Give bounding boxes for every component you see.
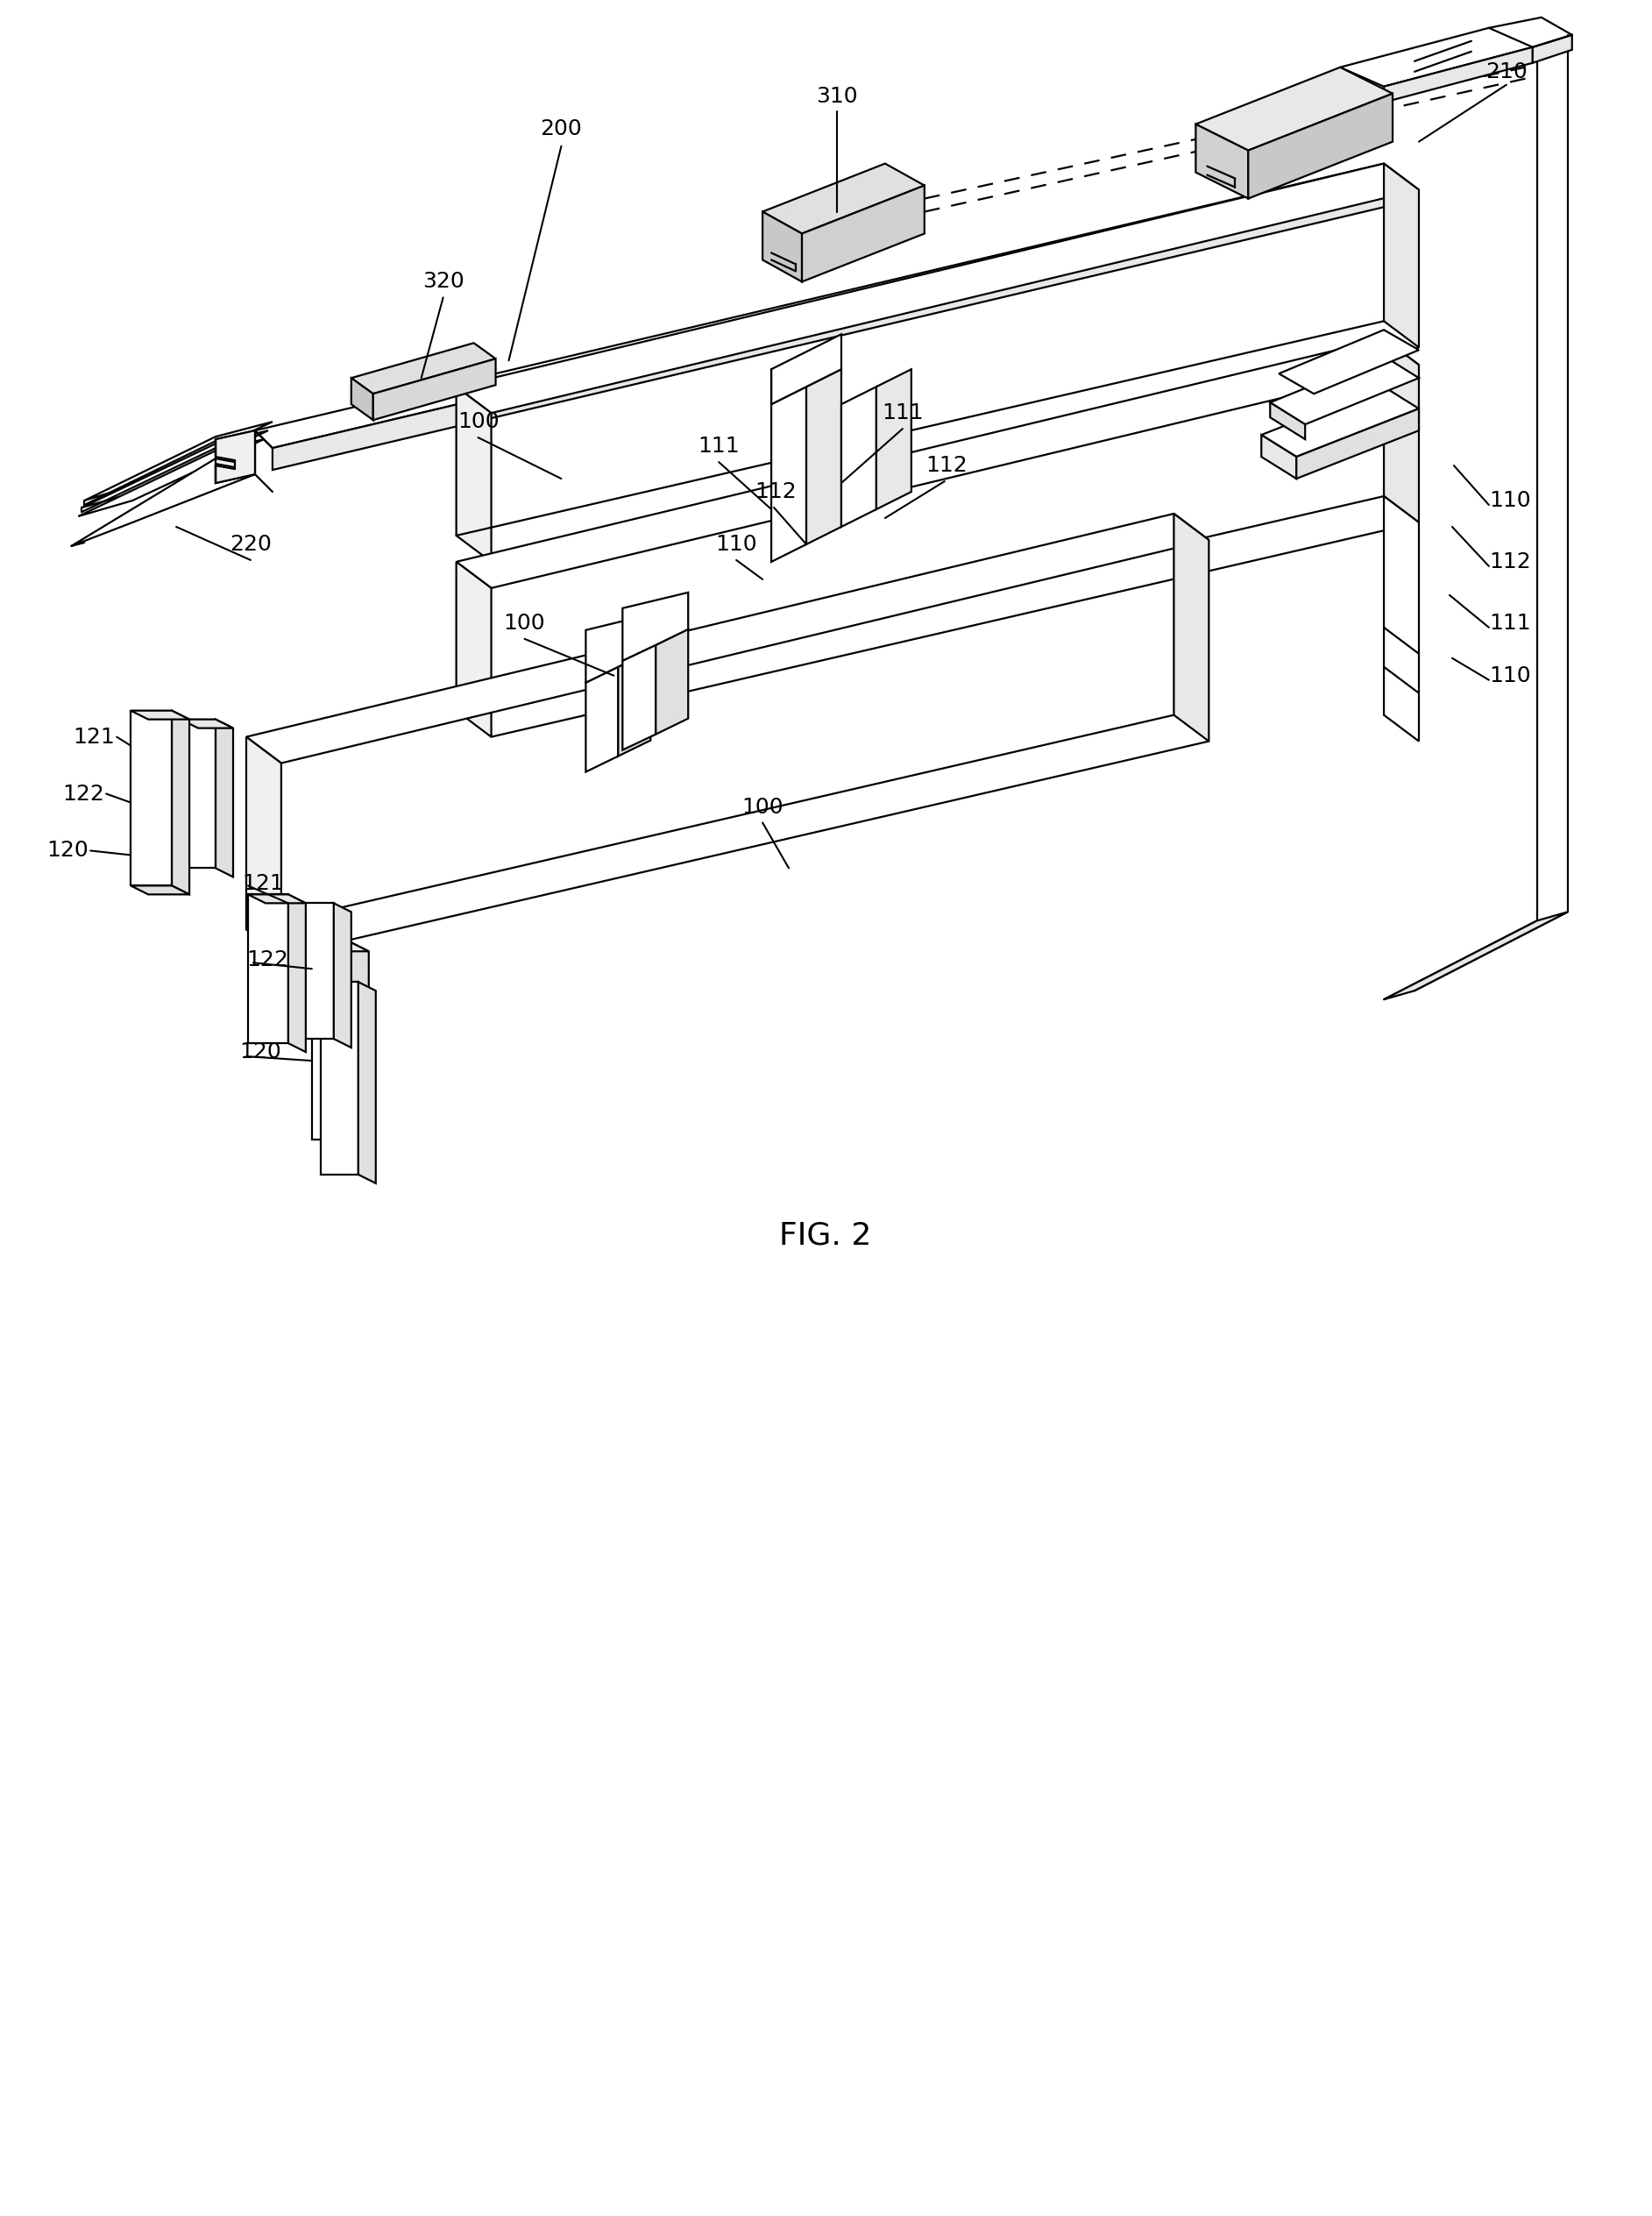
Polygon shape [373, 359, 496, 421]
Text: 310: 310 [816, 86, 857, 106]
Polygon shape [841, 388, 876, 527]
Polygon shape [246, 738, 281, 955]
Polygon shape [131, 711, 172, 886]
Polygon shape [876, 370, 912, 510]
Polygon shape [1384, 47, 1533, 102]
Polygon shape [352, 343, 496, 394]
Text: 112: 112 [925, 454, 968, 476]
Text: 122: 122 [63, 782, 104, 804]
Polygon shape [1262, 434, 1297, 479]
Polygon shape [623, 645, 656, 749]
Text: FIG. 2: FIG. 2 [780, 1221, 872, 1250]
Polygon shape [456, 563, 491, 738]
Polygon shape [299, 904, 334, 1039]
Text: 100: 100 [504, 612, 545, 634]
Text: 111: 111 [882, 403, 923, 423]
Text: 110: 110 [1488, 490, 1531, 512]
Polygon shape [1196, 124, 1249, 199]
Polygon shape [246, 514, 1209, 762]
Polygon shape [248, 895, 306, 904]
Polygon shape [320, 982, 358, 1174]
Text: 120: 120 [240, 1042, 281, 1061]
Polygon shape [180, 720, 233, 729]
Polygon shape [1270, 357, 1419, 425]
Text: 110: 110 [1488, 665, 1531, 687]
Polygon shape [1384, 496, 1419, 742]
Polygon shape [656, 629, 689, 733]
Polygon shape [806, 370, 841, 545]
Text: 120: 120 [46, 840, 89, 862]
Polygon shape [84, 421, 273, 501]
Text: 110: 110 [715, 534, 757, 554]
Polygon shape [352, 379, 373, 421]
Polygon shape [1533, 35, 1573, 62]
Polygon shape [1262, 388, 1419, 456]
Polygon shape [131, 886, 190, 895]
Text: 210: 210 [1485, 62, 1528, 82]
Text: 112: 112 [1488, 552, 1531, 572]
Text: 121: 121 [73, 727, 116, 747]
Polygon shape [763, 213, 801, 281]
Polygon shape [81, 430, 268, 507]
Polygon shape [172, 711, 190, 895]
Text: 100: 100 [458, 412, 499, 432]
Polygon shape [180, 720, 216, 869]
Polygon shape [763, 164, 925, 233]
Text: 121: 121 [241, 873, 284, 895]
Polygon shape [456, 339, 1419, 587]
Polygon shape [312, 942, 352, 1139]
Polygon shape [623, 592, 689, 660]
Polygon shape [216, 430, 254, 483]
Text: 320: 320 [423, 270, 464, 293]
Polygon shape [801, 186, 925, 281]
Polygon shape [131, 711, 190, 720]
Text: 100: 100 [742, 796, 783, 818]
Polygon shape [216, 430, 254, 483]
Text: 122: 122 [246, 951, 287, 971]
Polygon shape [586, 614, 651, 683]
Polygon shape [1297, 408, 1419, 479]
Text: 112: 112 [755, 481, 796, 503]
Polygon shape [1340, 29, 1533, 86]
Polygon shape [352, 942, 368, 1148]
Polygon shape [312, 942, 368, 951]
Polygon shape [1270, 403, 1305, 439]
Polygon shape [1384, 164, 1419, 348]
Polygon shape [1196, 66, 1393, 151]
Text: 200: 200 [540, 117, 582, 140]
Polygon shape [1249, 93, 1393, 199]
Polygon shape [248, 895, 287, 1044]
Polygon shape [771, 335, 841, 403]
Polygon shape [287, 895, 306, 1053]
Polygon shape [618, 652, 651, 756]
Polygon shape [1384, 913, 1568, 999]
Polygon shape [586, 667, 618, 771]
Polygon shape [456, 388, 491, 563]
Text: 220: 220 [230, 534, 271, 554]
Text: 111: 111 [1488, 612, 1531, 634]
Text: 111: 111 [697, 437, 740, 456]
Polygon shape [334, 904, 352, 1048]
Polygon shape [71, 459, 254, 545]
Polygon shape [1175, 514, 1209, 742]
Polygon shape [254, 164, 1401, 448]
Polygon shape [273, 182, 1401, 470]
Polygon shape [358, 982, 375, 1183]
Polygon shape [78, 439, 264, 516]
Polygon shape [216, 720, 233, 878]
Polygon shape [1384, 339, 1419, 523]
Polygon shape [771, 388, 806, 563]
Polygon shape [1279, 330, 1419, 394]
Polygon shape [456, 164, 1419, 412]
